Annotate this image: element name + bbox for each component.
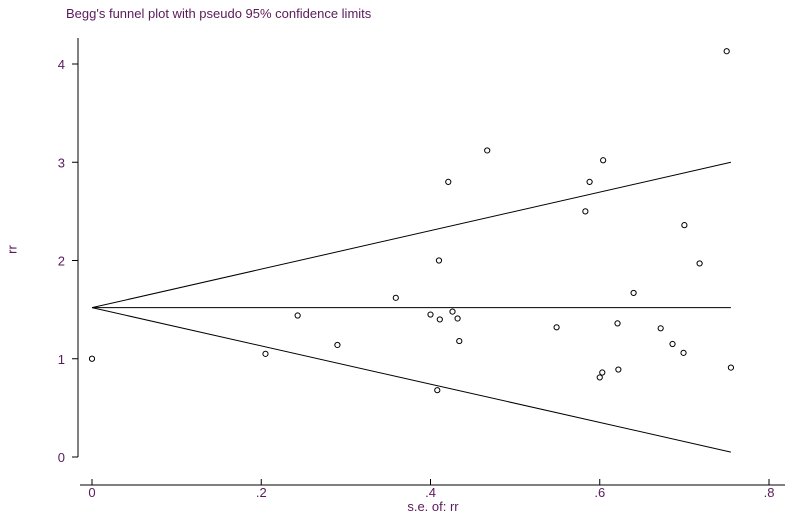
study-point (596, 374, 603, 381)
study-point (680, 349, 687, 356)
study-point (456, 337, 463, 345)
study-point (294, 312, 301, 319)
study-point (723, 48, 730, 55)
y-tick-label: 2 (58, 254, 65, 269)
study-point (657, 325, 664, 332)
y-tick-label: 1 (58, 352, 65, 367)
study-point (599, 369, 606, 376)
study-point (615, 366, 622, 373)
y-tick-label: 4 (58, 57, 65, 72)
study-point (484, 147, 491, 154)
study-point (88, 355, 96, 362)
study-point (681, 222, 688, 229)
y-tick-label: 0 (58, 450, 65, 465)
lower-confidence-limit-line (91, 307, 732, 453)
study-point (586, 178, 593, 185)
study-point (436, 316, 443, 323)
study-point (334, 341, 341, 349)
study-point (435, 257, 443, 264)
upper-confidence-limit-line (91, 161, 732, 309)
study-point (262, 350, 269, 357)
study-point (454, 315, 461, 322)
chart-title: Begg's funnel plot with pseudo 95% confi… (66, 6, 372, 21)
study-point (630, 289, 637, 297)
study-points (88, 48, 735, 394)
study-point (434, 387, 441, 394)
x-axis-label: s.e. of: rr (407, 499, 459, 514)
study-point (392, 294, 399, 301)
axes: 0 1 2 3 4 0 .2 .4 .6 .8 (58, 38, 785, 500)
study-point (445, 178, 452, 185)
study-point (727, 364, 735, 371)
study-point (614, 320, 621, 327)
funnel-lines (91, 161, 732, 453)
x-tick-label: .6 (594, 485, 605, 500)
study-point (600, 157, 607, 164)
x-tick-label: 0 (88, 485, 95, 500)
y-tick-label: 3 (58, 155, 65, 170)
study-point (553, 324, 560, 331)
study-point (696, 260, 703, 267)
study-point (449, 308, 456, 315)
x-tick-label: .4 (425, 485, 436, 500)
x-tick-label: .8 (764, 485, 775, 500)
x-tick-label: .2 (256, 485, 267, 500)
study-point (582, 208, 589, 215)
study-point (427, 311, 434, 318)
study-point (669, 340, 676, 348)
